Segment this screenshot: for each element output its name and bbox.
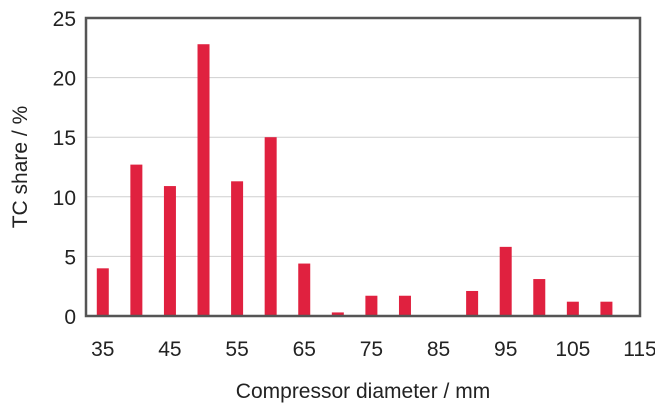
y-tick-label: 10 (53, 187, 76, 210)
x-tick-label: 35 (91, 338, 114, 361)
y-tick-label: 0 (64, 306, 76, 329)
x-axis-title: Compressor diameter / mm (236, 380, 490, 403)
plot-frame (84, 16, 642, 318)
x-tick-label: 65 (293, 338, 316, 361)
x-tick-labels: 35 45 55 65 75 85 95 105 115 (91, 338, 655, 361)
bar (398, 295, 411, 316)
bar (365, 295, 378, 316)
y-tick-label: 5 (64, 246, 76, 269)
bar (197, 44, 210, 316)
x-tick-label: 105 (555, 338, 590, 361)
bar (600, 301, 613, 316)
x-tick-label: 45 (158, 338, 181, 361)
y-tick-labels: 0 5 10 15 20 25 (53, 8, 76, 329)
bar (298, 263, 311, 316)
x-tick-label: 115 (623, 338, 655, 361)
bar (163, 186, 176, 316)
y-tick-label: 15 (53, 127, 76, 150)
y-tick-label: 20 (53, 68, 76, 91)
x-tick-label: 85 (427, 338, 450, 361)
bar (331, 312, 344, 316)
bar (96, 268, 109, 316)
bar (264, 137, 277, 316)
bar (566, 301, 579, 316)
y-tick-label: 25 (53, 8, 76, 31)
bar (499, 246, 512, 316)
x-tick-label: 95 (494, 338, 517, 361)
bar (130, 164, 143, 316)
x-tick-label: 75 (360, 338, 383, 361)
bar (466, 290, 479, 316)
bars (96, 44, 613, 316)
x-tick-label: 55 (225, 338, 248, 361)
bar (231, 181, 244, 316)
grid-lines (86, 77, 640, 257)
y-axis-title: TC share / % (9, 106, 32, 229)
bar (533, 279, 546, 316)
